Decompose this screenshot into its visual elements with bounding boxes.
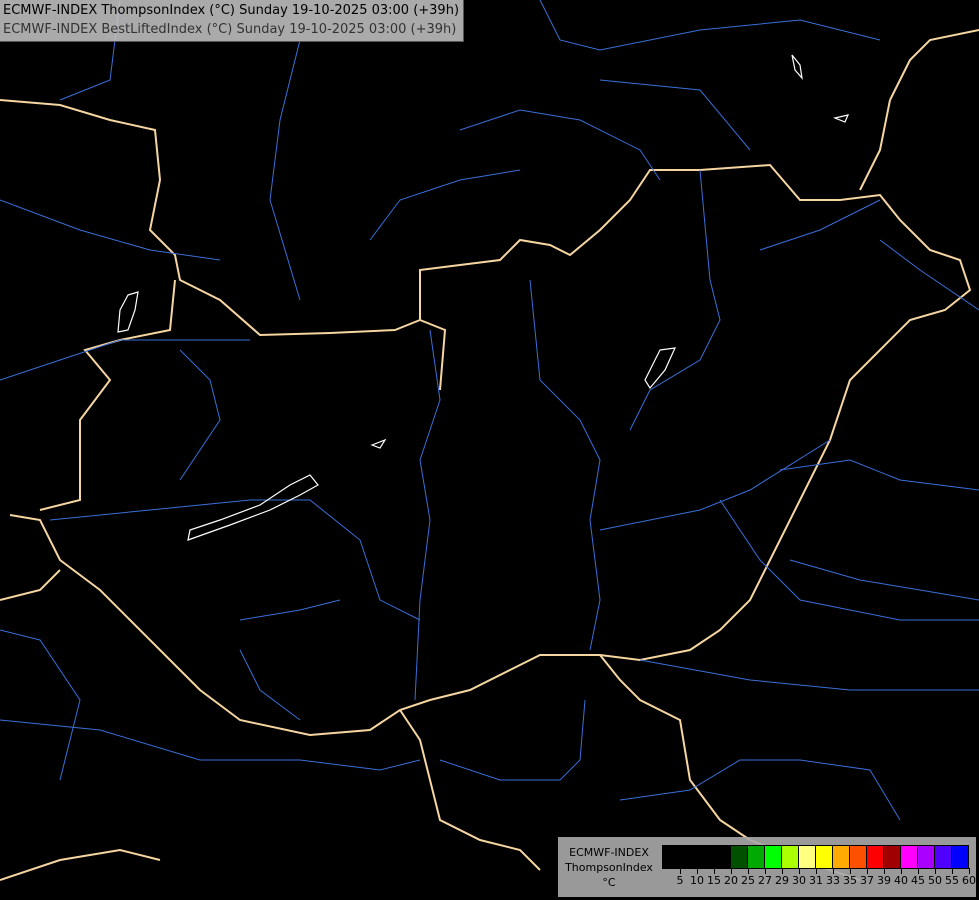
color-bar-label: 33 [826, 874, 840, 887]
color-bar-label: 50 [928, 874, 942, 887]
color-bar-label: 40 [894, 874, 908, 887]
color-bar-tick [884, 868, 885, 874]
color-bar-cell [748, 846, 765, 868]
color-bar-cell [884, 846, 901, 868]
color-bar-cell [680, 846, 697, 868]
color-bar-cell [850, 846, 867, 868]
lakes [117, 54, 850, 541]
color-bar-label: 31 [809, 874, 823, 887]
color-bar-cell [952, 846, 968, 868]
color-bar-tick [799, 868, 800, 874]
color-bar-cell [697, 846, 714, 868]
color-bar-tick [680, 868, 681, 874]
color-bar-tick [969, 868, 970, 874]
country-borders [0, 29, 979, 881]
color-bar-tick [748, 868, 749, 874]
color-bar-cell [833, 846, 850, 868]
color-bar [662, 845, 969, 869]
color-bar-label: 25 [741, 874, 755, 887]
color-bar-tick [697, 868, 698, 874]
color-legend: ECMWF-INDEX ThompsonIndex °C 5 10 15 20 25 27… [558, 837, 976, 897]
color-bar-label: 39 [877, 874, 891, 887]
color-bar-cell [918, 846, 935, 868]
title-best-lifted-index: ECMWF-INDEX BestLiftedIndex (°C) Sunday … [3, 22, 457, 37]
color-bar-tick [833, 868, 834, 874]
color-bar-label: 35 [843, 874, 857, 887]
map-title-box: ECMWF-INDEX ThompsonIndex (°C) Sunday 19… [0, 0, 465, 42]
color-bar-cell [935, 846, 952, 868]
color-bar-cell [765, 846, 782, 868]
color-bar-label: 27 [758, 874, 772, 887]
color-bar-tick [731, 868, 732, 874]
color-bar-tick [714, 868, 715, 874]
color-bar-tick [935, 868, 936, 874]
color-bar-cell [782, 846, 799, 868]
color-bar-tick [901, 868, 902, 874]
color-bar-tick [952, 868, 953, 874]
color-bar-tick [850, 868, 851, 874]
color-bar-tick [765, 868, 766, 874]
color-bar-label: 15 [707, 874, 721, 887]
color-bar-cell [714, 846, 731, 868]
legend-unit: °C [602, 876, 616, 889]
legend-parameter: ThompsonIndex [565, 861, 653, 874]
color-bar-cell [816, 846, 833, 868]
lake-balaton [187, 474, 319, 541]
color-bar-label: 55 [945, 874, 959, 887]
color-bar-label: 60 [962, 874, 976, 887]
color-bar-cell [731, 846, 748, 868]
title-thompson-index: ECMWF-INDEX ThompsonIndex (°C) Sunday 19… [3, 3, 460, 18]
color-bar-cell [663, 846, 680, 868]
color-bar-tick [782, 868, 783, 874]
lake-neusiedl [117, 291, 139, 333]
rivers [0, 0, 979, 821]
color-bar-cell [799, 846, 816, 868]
color-bar-tick [816, 868, 817, 874]
color-bar-tick [918, 868, 919, 874]
color-bar-cell [867, 846, 884, 868]
legend-source: ECMWF-INDEX [569, 846, 649, 859]
color-bar-cell [901, 846, 918, 868]
color-bar-label: 5 [676, 874, 684, 887]
color-bar-tick [867, 868, 868, 874]
color-bar-label: 20 [724, 874, 738, 887]
color-bar-label: 29 [775, 874, 789, 887]
color-bar-label: 37 [860, 874, 874, 887]
color-bar-label: 30 [792, 874, 806, 887]
color-bar-label: 10 [690, 874, 704, 887]
color-bar-label: 45 [911, 874, 925, 887]
